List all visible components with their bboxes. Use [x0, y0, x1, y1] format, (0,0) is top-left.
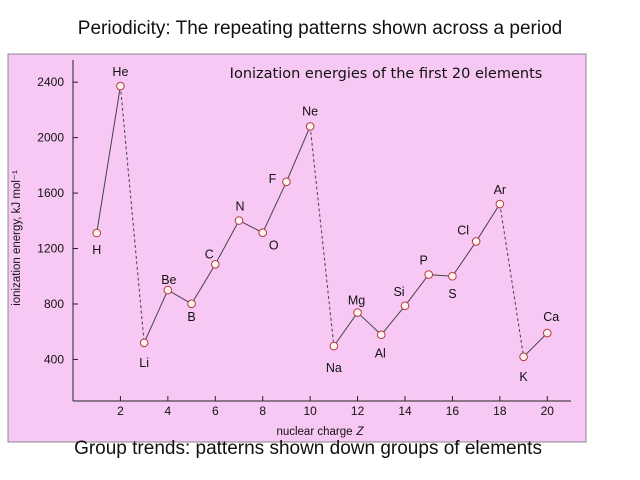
- element-label-li: Li: [139, 356, 149, 370]
- series-segment: [191, 264, 216, 305]
- series-segment: [214, 220, 240, 265]
- data-point-he: [116, 81, 125, 91]
- y-tick-label: 800: [44, 297, 64, 311]
- x-tick-label: 2: [117, 404, 124, 418]
- x-tick-label: 20: [541, 404, 555, 418]
- element-label-o: O: [269, 239, 279, 253]
- series-segment: [285, 126, 311, 183]
- x-tick-label: 16: [446, 404, 460, 418]
- data-point-si: [400, 301, 410, 311]
- data-point-mg: [353, 308, 362, 317]
- slide-top-heading: Periodicity: The repeating patterns show…: [77, 18, 563, 39]
- data-series: [92, 81, 552, 362]
- data-point-na: [329, 341, 339, 351]
- data-point-k: [519, 352, 528, 362]
- series-segment: [262, 181, 287, 233]
- element-label-he: He: [112, 65, 128, 79]
- x-tick-label: 12: [351, 404, 365, 418]
- element-label-si: Si: [393, 285, 404, 299]
- data-point-h: [92, 228, 102, 238]
- data-point-be: [163, 285, 173, 295]
- data-point-p: [424, 270, 434, 279]
- series-segment: [143, 289, 169, 343]
- dashed-segment: [309, 126, 335, 347]
- data-point-c: [210, 260, 220, 269]
- data-point-al: [376, 330, 386, 340]
- data-point-o: [258, 228, 268, 238]
- y-axis-label: ionization energy, kJ mol⁻¹: [11, 170, 23, 306]
- series-segment: [333, 312, 358, 347]
- x-tick-label: 14: [398, 404, 412, 418]
- x-tick-label: 18: [493, 404, 507, 418]
- element-label-f: F: [269, 172, 277, 186]
- x-tick-label: 6: [212, 404, 219, 418]
- y-tick-label: 1600: [37, 186, 64, 200]
- dashed-segment: [119, 86, 145, 343]
- series-segment: [452, 241, 477, 277]
- element-label-b: B: [187, 310, 195, 324]
- element-label-s: S: [448, 287, 456, 301]
- series-segment: [380, 305, 406, 336]
- element-label-al: Al: [375, 347, 386, 361]
- element-label-h: H: [92, 243, 101, 257]
- element-label-c: C: [205, 247, 214, 261]
- element-label-n: N: [235, 200, 244, 214]
- dashed-segment: [499, 203, 525, 357]
- x-axis-label-variable: Z: [356, 426, 365, 438]
- y-tick-label: 2000: [37, 131, 64, 145]
- element-label-ar: Ar: [494, 183, 507, 197]
- data-point-s: [448, 271, 457, 281]
- slide-bottom-heading: Group trends: patterns shown down groups…: [74, 438, 542, 459]
- series-segment: [404, 274, 430, 307]
- element-label-be: Be: [161, 273, 176, 287]
- data-point-ar: [495, 199, 505, 209]
- chart-axes: 2 4 6 8 10 12 14 16 18 20 400 800 1200 1600 2000 2400: [37, 60, 571, 418]
- series-segment: [475, 203, 501, 242]
- data-point-ne: [305, 122, 315, 131]
- data-point-cl: [471, 237, 481, 246]
- x-axis-label: nuclear charge Z: [276, 426, 364, 438]
- x-tick-label: 8: [259, 404, 266, 418]
- element-label-cl: Cl: [457, 223, 469, 237]
- data-point-li: [139, 338, 149, 348]
- element-label-p: P: [420, 254, 428, 268]
- y-tick-label: 2400: [37, 75, 64, 89]
- element-labels: H He Li Be B C N O F Ne Na Mg Al Si P S Cl Ar K Ca: [92, 65, 559, 384]
- series-segment: [167, 289, 192, 305]
- series-segment: [238, 220, 263, 234]
- series-segment: [523, 332, 548, 358]
- data-point-b: [187, 299, 196, 309]
- chart-title: Ionization energies of the first 20 elem…: [230, 66, 543, 82]
- element-label-ca: Ca: [543, 310, 559, 324]
- element-label-k: K: [519, 370, 528, 384]
- y-tick-label: 1200: [37, 242, 64, 256]
- series-segment: [357, 312, 382, 336]
- data-point-ca: [542, 328, 552, 338]
- chart-panel: [7, 53, 587, 443]
- element-label-mg: Mg: [348, 294, 365, 308]
- series-segment: [96, 85, 121, 234]
- element-label-ne: Ne: [302, 104, 318, 118]
- x-tick-label: 4: [165, 404, 172, 418]
- data-point-f: [282, 177, 291, 187]
- x-axis-label-text: nuclear charge: [276, 426, 352, 438]
- data-point-n: [234, 216, 244, 225]
- y-tick-label: 400: [44, 352, 64, 366]
- x-tick-label: 10: [303, 404, 317, 418]
- element-label-na: Na: [326, 361, 342, 375]
